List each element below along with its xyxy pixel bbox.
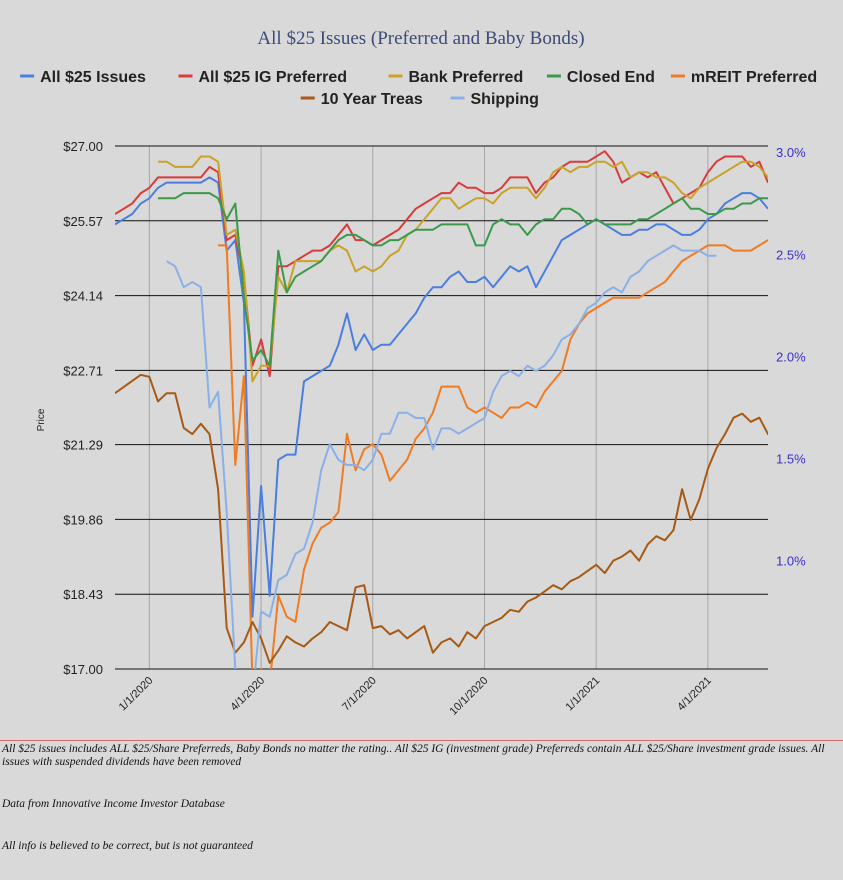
line-chart: All $25 Issues (Preferred and Baby Bonds… xyxy=(20,28,817,718)
x-tick-label: 1/1/2021 xyxy=(564,675,603,714)
x-tick-label: 1/1/2020 xyxy=(117,675,156,714)
y-tick-label: $21.29 xyxy=(63,438,103,453)
legend-label: Bank Preferred xyxy=(409,69,524,86)
x-tick-label: 4/1/2021 xyxy=(675,675,714,714)
y-tick-label: $24.14 xyxy=(63,289,103,304)
footnote-coverage: All $25 issues includes ALL $25/Share Pr… xyxy=(2,743,825,768)
series-line-closed-end xyxy=(158,192,768,367)
y2-tick-label: 3.0% xyxy=(776,145,806,160)
grid xyxy=(115,145,768,670)
x-tick-label: 7/1/2020 xyxy=(340,675,379,714)
legend-label: Shipping xyxy=(471,91,539,108)
legend-label: All $25 IG Preferred xyxy=(199,69,348,86)
legend-item: mREIT Preferred xyxy=(670,69,817,86)
footnote-disclaimer: All info is believed to be correct, but … xyxy=(2,840,253,852)
y2-tick-label: 2.0% xyxy=(776,349,806,364)
legend-item: Bank Preferred xyxy=(388,69,524,86)
y2-tick-label: 1.0% xyxy=(776,554,806,569)
legend-item: Closed End xyxy=(546,69,655,86)
legend-item: All $25 IG Preferred xyxy=(178,69,348,86)
series-line-10-year-treas xyxy=(115,373,768,664)
legend-item: Shipping xyxy=(450,91,539,108)
legend-label: 10 Year Treas xyxy=(321,91,423,108)
chart-title: All $25 Issues (Preferred and Baby Bonds… xyxy=(257,28,584,49)
series-line-all-25-issues xyxy=(115,176,768,618)
y-tick-label: $19.86 xyxy=(63,512,103,527)
y-tick-label: $27.00 xyxy=(63,139,103,154)
y-tick-label: $25.57 xyxy=(63,214,103,229)
legend-item: 10 Year Treas xyxy=(300,91,423,108)
legend-item: All $25 Issues xyxy=(20,69,146,86)
footnote-source: Data from Innovative Income Investor Dat… xyxy=(2,798,225,810)
y-tick-label: $18.43 xyxy=(63,587,103,602)
legend-label: All $25 Issues xyxy=(40,69,146,86)
footnotes: All $25 issues includes ALL $25/Share Pr… xyxy=(0,740,843,880)
legend: All $25 Issues All $25 IG Preferred Bank P… xyxy=(20,69,817,108)
series-line-all-25-ig-preferred xyxy=(115,150,768,378)
axes: 1/1/2020 4/1/2020 7/1/2020 10/1/2020 1/1/202… xyxy=(63,139,806,718)
x-tick-label: 4/1/2020 xyxy=(228,675,267,714)
legend-label: mREIT Preferred xyxy=(691,69,817,86)
y2-tick-label: 1.5% xyxy=(776,452,806,467)
y-axis-label: Price xyxy=(36,408,47,431)
y-tick-label: $22.71 xyxy=(63,363,103,378)
legend-label: Closed End xyxy=(567,69,655,86)
y2-tick-label: 2.5% xyxy=(776,247,806,262)
y-tick-label: $17.00 xyxy=(63,662,103,677)
x-tick-label: 10/1/2020 xyxy=(447,675,490,718)
series-lines xyxy=(115,150,768,669)
series-line-shipping xyxy=(166,244,717,669)
series-line-bank-preferred xyxy=(158,155,768,383)
